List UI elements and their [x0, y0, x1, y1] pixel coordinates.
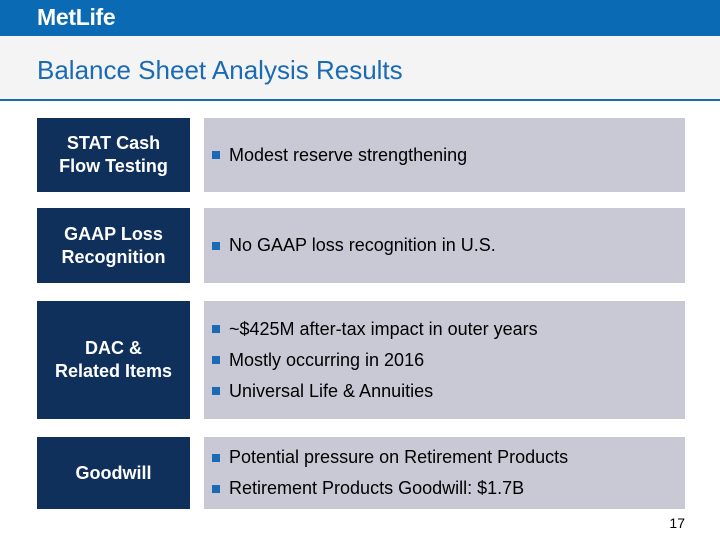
page-title: Balance Sheet Analysis Results [37, 55, 403, 85]
bullet-text: ~$425M after-tax impact in outer years [229, 318, 538, 339]
gaap-loss-recognition-label: GAAP Loss Recognition [37, 208, 190, 283]
list-item: Retirement Products Goodwill: $1.7B [212, 473, 685, 504]
square-bullet-icon [212, 151, 220, 159]
bullet-text: Universal Life & Annuities [229, 380, 434, 401]
header-bar: MetLife [0, 0, 720, 36]
square-bullet-icon [212, 484, 220, 493]
title-divider [0, 99, 720, 101]
bullet-text: Modest reserve strengthening [229, 144, 468, 165]
list-item: Modest reserve strengthening [212, 140, 685, 171]
label-line: STAT Cash [66, 133, 161, 153]
dac-related-items-content: ~$425M after-tax impact in outer years M… [204, 301, 685, 419]
square-bullet-icon [212, 241, 220, 250]
goodwill-content: Potential pressure on Retirement Product… [204, 437, 685, 509]
list-item: No GAAP loss recognition in U.S. [212, 230, 685, 261]
gaap-loss-recognition-content: No GAAP loss recognition in U.S. [204, 208, 685, 283]
bullet-text: Potential pressure on Retirement Product… [229, 447, 569, 467]
square-bullet-icon [212, 325, 220, 333]
label-line: Related Items [54, 361, 173, 381]
stat-cash-flow-testing-label: STAT Cash Flow Testing [37, 118, 190, 192]
goodwill-label: Goodwill [37, 437, 190, 509]
metlife-logo: MetLife [37, 4, 116, 30]
title-band [0, 36, 720, 100]
bullet-text: Mostly occurring in 2016 [229, 349, 425, 370]
label-line: Flow Testing [59, 156, 168, 176]
label-line: Goodwill [75, 462, 152, 483]
square-bullet-icon [212, 453, 220, 462]
label-line: DAC & [84, 338, 142, 358]
bullet-text: No GAAP loss recognition in U.S. [229, 235, 496, 255]
list-item: Mostly occurring in 2016 [212, 345, 685, 376]
list-item: Universal Life & Annuities [212, 376, 685, 407]
square-bullet-icon [212, 387, 220, 395]
list-item: Potential pressure on Retirement Product… [212, 442, 685, 473]
stat-cash-flow-testing-content: Modest reserve strengthening [204, 118, 685, 192]
list-item: ~$425M after-tax impact in outer years [212, 314, 685, 345]
page-number: 17 [669, 515, 685, 531]
label-line: Recognition [61, 246, 166, 267]
dac-related-items-label: DAC & Related Items [37, 301, 190, 419]
label-line: GAAP Loss [64, 223, 163, 244]
bullet-text: Retirement Products Goodwill: $1.7B [229, 478, 525, 498]
square-bullet-icon [212, 356, 220, 364]
